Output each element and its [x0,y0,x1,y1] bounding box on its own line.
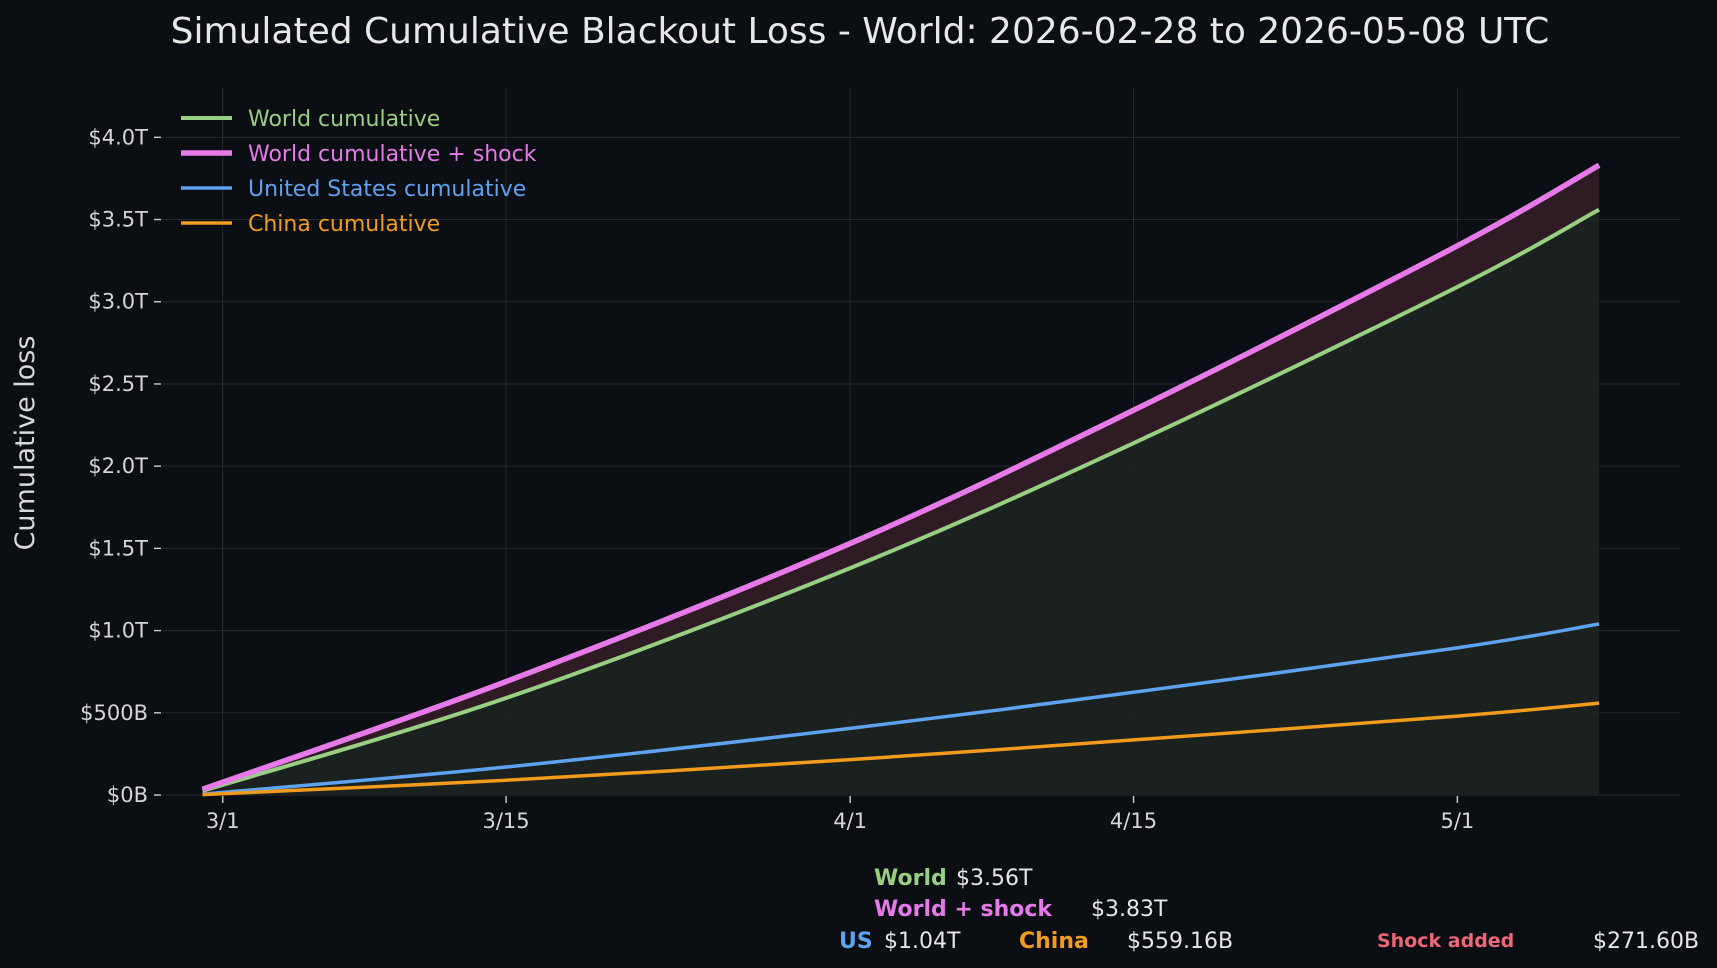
y-tick-label: $500B [80,701,148,725]
y-tick-label: $2.0T [88,454,148,478]
summary-china-value: $559.16B [1127,929,1233,954]
legend-label: United States cumulative [248,177,526,202]
y-axis-label: Cumulative loss [10,336,41,551]
summary-world-shock-value: $3.83T [1091,897,1168,922]
y-tick-label: $3.5T [88,208,148,232]
chart-title: Simulated Cumulative Blackout Loss - Wor… [171,11,1550,52]
x-tick-label: 3/1 [206,809,240,833]
legend-label: World cumulative + shock [248,142,537,167]
summary-world-shock-label: World + shock [874,897,1053,922]
world-area-fill [202,209,1600,796]
series-lines [201,162,1601,797]
x-tick-label: 5/1 [1440,809,1474,833]
y-tick-label: $1.0T [88,619,148,643]
area-fills [202,165,1600,796]
x-tick-label: 3/15 [482,809,529,833]
legend-label: China cumulative [248,212,440,237]
y-tick-label: $2.5T [88,372,148,396]
y-tick-label: $0B [107,783,148,807]
summary-shock-added-value: $271.60B [1593,929,1699,954]
summary-world-label: World [874,866,947,891]
y-tick-label: $4.0T [88,125,148,149]
y-tick-label: $1.5T [88,536,148,560]
legend: World cumulative World cumulative + shock… [181,107,537,237]
summary-panel: World $3.56T World + shock $3.83T US $1.… [839,866,1699,954]
summary-shock-added-label: Shock added [1377,930,1514,952]
summary-china-label: China [1019,929,1089,954]
summary-us-label: US [839,929,873,954]
series-line-2 [202,622,1600,796]
summary-world-value: $3.56T [956,866,1033,891]
axis-ticks: $0B $500B $1.0T $1.5T $2.0T $2.5T $3.0T $3.5T $4… [80,125,1474,833]
series-line-3 [202,701,1600,797]
legend-label: World cumulative [248,107,440,132]
summary-us-value: $1.04T [884,929,961,954]
x-tick-label: 4/15 [1110,809,1157,833]
series-line-0 [201,207,1600,793]
y-tick-label: $3.0T [88,290,148,314]
x-tick-label: 4/1 [833,809,867,833]
series-line-1 [201,162,1601,792]
